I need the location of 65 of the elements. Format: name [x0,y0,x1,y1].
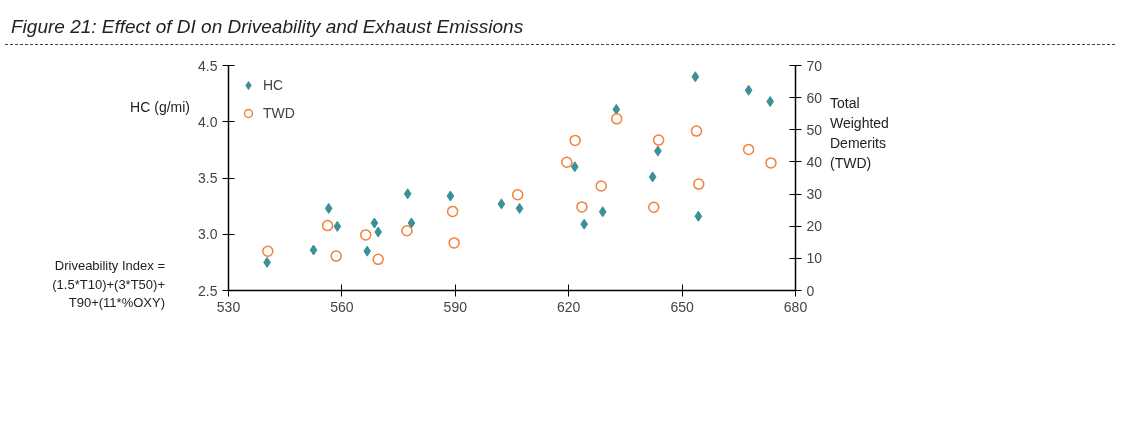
y-tick-label: 2.5 [198,282,218,299]
y2-tick-label: 0 [806,282,815,299]
y-tick-label: 4.5 [198,57,218,74]
point [580,218,589,230]
point [370,217,379,229]
point [692,178,705,190]
x-tick-label: 560 [330,298,354,315]
x-tick-label: 680 [783,298,808,315]
legend-label: TWD [263,105,295,121]
point [446,190,455,202]
point [648,171,657,183]
point [765,157,777,169]
point [333,220,342,232]
point [690,125,703,137]
point [742,143,755,156]
y-tick-label: 3.5 [198,170,218,186]
point [363,245,372,257]
point [694,210,703,222]
y2-tick-label: 50 [806,121,823,138]
x-tick-label: 530 [216,298,241,315]
point [309,244,318,256]
legend-label: HC [263,77,284,93]
point [570,161,579,173]
point [691,71,700,83]
point [321,219,334,232]
y2-tick-label: 40 [806,153,823,170]
y2-axis-title: Total Weighted Demerits (TWD) [830,94,889,173]
x-tick-label: 620 [557,298,581,315]
point [511,188,524,201]
point [359,229,372,241]
point [569,134,581,147]
y2-tick-label: 60 [806,89,823,106]
point [652,134,665,146]
point [262,245,274,258]
y2-tick-label: 30 [806,186,823,203]
point [448,237,460,249]
point [324,202,333,214]
point [374,226,383,238]
point [576,201,588,213]
y2-tick-label: 70 [806,57,823,74]
y2-tick-label: 20 [806,218,823,235]
point [598,206,607,218]
point [766,96,775,107]
point [403,188,412,200]
y-tick-label: 3.0 [198,226,218,243]
point [401,224,413,237]
text: Driveability Index = (1.5*T10)+(3*T50)+ T90+(11*%OXY) [52,257,165,313]
x-tick-label: 590 [443,298,468,315]
point [612,103,621,115]
point [446,205,459,218]
point [407,217,416,229]
x-tick-label: 650 [670,298,694,315]
point [561,156,573,168]
point [610,113,623,125]
chart-title: Figure 21: Effect of DI on Driveability and Exhaust Emissions [11,15,524,39]
point [595,180,607,192]
point [648,201,660,213]
y2-tick-label: 10 [806,250,823,267]
point [744,84,753,96]
y-tick-label: 4.0 [198,113,218,130]
point [372,253,384,266]
point [515,202,524,214]
point [330,250,342,262]
y-axis-title: HC (g/mi) [130,98,190,117]
point [497,198,506,210]
